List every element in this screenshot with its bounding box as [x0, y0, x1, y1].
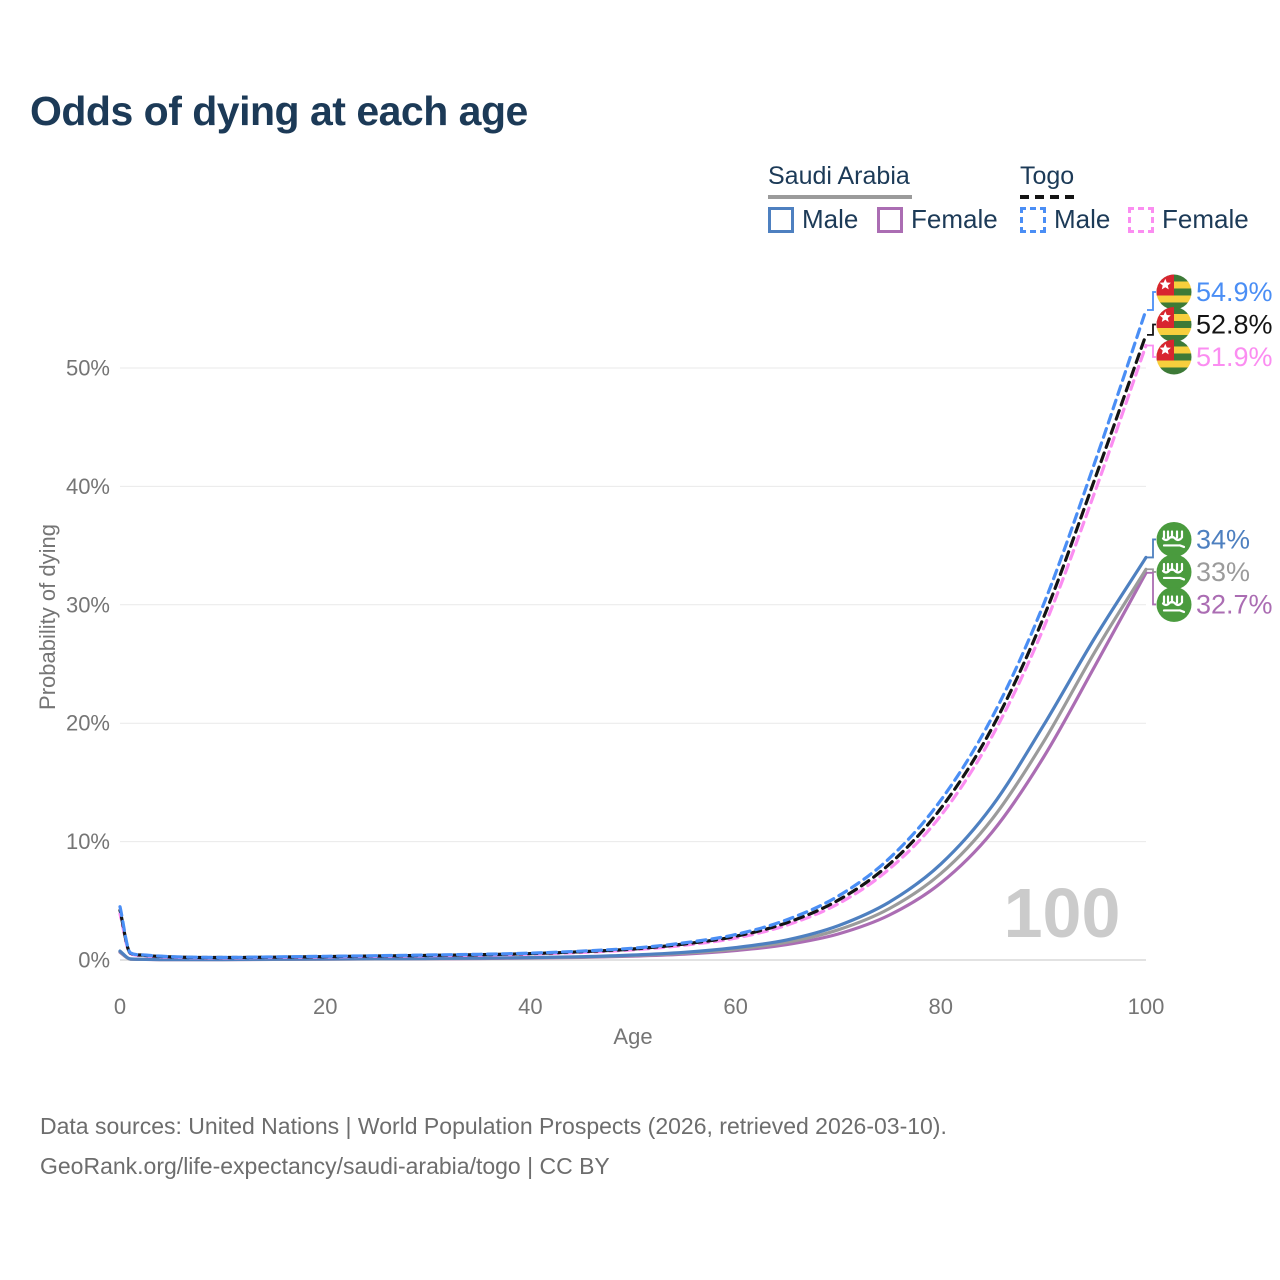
- legend-group-saudi-arabia[interactable]: Saudi Arabia: [768, 162, 912, 199]
- x-axis-title: Age: [613, 1024, 653, 1049]
- y-tick-label-50: 50%: [66, 356, 110, 381]
- age-watermark: 100: [1004, 874, 1121, 952]
- x-tick-label-100: 100: [1128, 994, 1165, 1019]
- legend-swatch-saudi-female: [877, 206, 903, 233]
- footer-attribution: GeoRank.org/life-expectancy/saudi-arabia…: [40, 1153, 610, 1179]
- y-tick-label-20: 20%: [66, 711, 110, 736]
- togo-flag-icon: [1156, 274, 1192, 310]
- y-tick-label-40: 40%: [66, 474, 110, 499]
- y-tick-label-0: 0%: [78, 948, 110, 973]
- saudi-arabia-flag-icon: [1156, 586, 1192, 622]
- end-value-label-saudi-arabia-female: 32.7%: [1196, 589, 1273, 619]
- legend-group-saudi-arabia-label: Saudi Arabia: [768, 162, 910, 190]
- legend-item-label: Male: [1054, 204, 1111, 234]
- legend-underline-togo-dashed: [1020, 195, 1078, 199]
- legend-swatch-togo-female: [1128, 206, 1154, 233]
- legend-item-label: Male: [802, 204, 859, 234]
- legend-group-togo-label: Togo: [1020, 162, 1075, 190]
- end-value-label-saudi-arabia-male: 34%: [1196, 524, 1250, 554]
- label-connector-togo-female: [1147, 344, 1156, 358]
- legend-item-label: Female: [1162, 204, 1249, 234]
- series-line-togo-male[interactable]: [118, 308, 1148, 960]
- x-tick-label-40: 40: [518, 994, 542, 1019]
- series-line-saudi-arabia-male[interactable]: [118, 555, 1148, 962]
- y-tick-label-10: 10%: [66, 829, 110, 854]
- series-line-saudi-arabia-female[interactable]: [118, 571, 1148, 962]
- legend-item-saudi-female[interactable]: Female: [877, 204, 998, 235]
- label-connector-togo-both-sexes: [1147, 323, 1156, 336]
- series-line-saudi-arabia-both-sexes[interactable]: [118, 567, 1148, 962]
- label-connector-saudi-arabia-male: [1147, 538, 1156, 559]
- togo-flag-icon: [1156, 306, 1192, 342]
- label-connector-togo-male: [1147, 291, 1156, 311]
- legend-item-togo-male[interactable]: Male: [1020, 204, 1110, 235]
- x-tick-label-20: 20: [313, 994, 337, 1019]
- series-line-togo-female[interactable]: [118, 343, 1148, 960]
- legend-swatch-saudi-male: [768, 206, 794, 233]
- legend-item-label: Female: [911, 204, 998, 234]
- x-tick-label-60: 60: [723, 994, 747, 1019]
- legend-underline-saudi-solid: [768, 195, 912, 199]
- label-connector-saudi-arabia-female: [1147, 571, 1156, 606]
- togo-flag-icon: [1156, 339, 1192, 375]
- label-connector-saudi-arabia-both-sexes: [1147, 568, 1156, 573]
- y-tick-label-30: 30%: [66, 592, 110, 617]
- legend-item-togo-female[interactable]: Female: [1128, 204, 1249, 235]
- end-value-label-togo-both-sexes: 52.8%: [1196, 309, 1273, 339]
- footer: Data sources: United Nations | World Pop…: [40, 1106, 947, 1186]
- series-line-togo-both-sexes[interactable]: [118, 333, 1148, 960]
- footer-data-sources: Data sources: United Nations | World Pop…: [40, 1113, 947, 1139]
- page-title: Odds of dying at each age: [30, 88, 528, 134]
- legend-group-togo[interactable]: Togo: [1020, 162, 1078, 199]
- x-tick-label-80: 80: [929, 994, 953, 1019]
- end-value-label-togo-male: 54.9%: [1196, 277, 1273, 307]
- legend-item-saudi-male[interactable]: Male: [768, 204, 858, 235]
- y-axis-title: Probability of dying: [35, 524, 60, 710]
- end-value-label-saudi-arabia-both-sexes: 33%: [1196, 557, 1250, 587]
- saudi-arabia-flag-icon: [1156, 521, 1192, 557]
- legend-swatch-togo-male: [1020, 206, 1046, 233]
- saudi-arabia-flag-icon: [1156, 554, 1192, 590]
- x-tick-label-0: 0: [114, 994, 126, 1019]
- end-value-label-togo-female: 51.9%: [1196, 342, 1273, 372]
